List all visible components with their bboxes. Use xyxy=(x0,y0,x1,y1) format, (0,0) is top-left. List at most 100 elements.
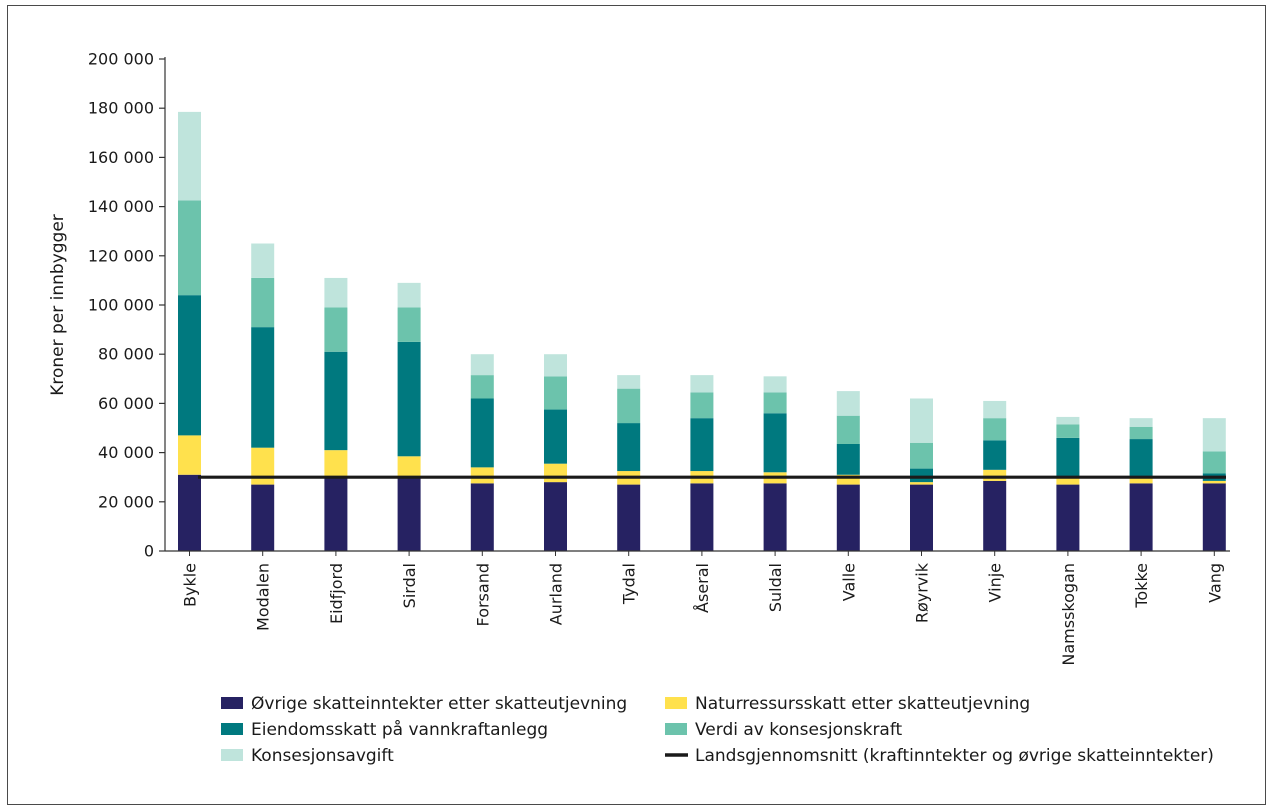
bar-segment-1 xyxy=(836,474,860,485)
bar-stack-Suldal xyxy=(763,376,787,551)
bar-stack-Vinje xyxy=(983,400,1007,551)
legend-swatch xyxy=(665,723,687,735)
bar-segment-2 xyxy=(836,443,860,475)
bar-stack-Sirdal xyxy=(397,282,421,551)
legend-item-line: Landsgjennomsnitt (kraftinntekter og øvr… xyxy=(665,746,1214,766)
bar-stack-Aurland xyxy=(544,354,567,551)
bar-segment-4 xyxy=(763,376,787,393)
bar-segment-0 xyxy=(397,475,421,551)
bar-segment-1 xyxy=(1202,480,1226,484)
bar-segment-3 xyxy=(470,375,494,399)
bar-segment-4 xyxy=(690,375,714,393)
legend-item-3: Verdi av konsesjonskraft xyxy=(665,720,903,740)
legend-swatch xyxy=(221,723,243,735)
legend-label: Konsesjonsavgift xyxy=(251,746,394,766)
bar-segment-3 xyxy=(690,392,714,419)
bar-segment-0 xyxy=(544,482,567,551)
bar-segment-2 xyxy=(983,440,1007,470)
bar-segment-2 xyxy=(763,413,787,473)
bar-segment-0 xyxy=(1056,484,1080,551)
x-tick-label: Bykle xyxy=(181,563,200,607)
legend-item-2: Eiendomsskatt på vannkraftanlegg xyxy=(221,719,548,740)
bar-segment-4 xyxy=(910,398,933,443)
bar-segment-4 xyxy=(251,243,275,278)
bar-segment-4 xyxy=(836,391,860,416)
legend-label: Øvrige skatteinntekter etter skatteutjev… xyxy=(251,694,627,714)
y-tick-label: 60 000 xyxy=(98,394,154,413)
y-tick-label: 200 000 xyxy=(88,50,154,69)
bar-segment-0 xyxy=(470,483,494,551)
bar-stack-Røyrvik xyxy=(910,398,933,551)
bar-segment-3 xyxy=(397,307,421,342)
bar-segment-1 xyxy=(178,435,201,475)
bar-stack-Valle xyxy=(836,391,860,551)
bar-segment-0 xyxy=(690,483,714,551)
y-tick-label: 180 000 xyxy=(88,99,154,118)
bar-segment-2 xyxy=(397,341,421,457)
y-tick-label: 0 xyxy=(144,542,154,561)
bar-segment-3 xyxy=(251,277,275,328)
bar-segment-3 xyxy=(983,418,1007,441)
y-tick-label: 120 000 xyxy=(88,246,154,265)
bar-segment-3 xyxy=(1202,451,1226,474)
bar-segment-3 xyxy=(763,392,787,414)
bar-segment-3 xyxy=(1056,424,1080,438)
y-tick-label: 40 000 xyxy=(98,443,154,462)
bar-segment-0 xyxy=(1129,483,1153,551)
bar-stack-Vang xyxy=(1202,418,1226,551)
bar-stack-Forsand xyxy=(470,354,494,551)
x-tick-label: Åseral xyxy=(693,563,712,613)
bar-stack-Tydal xyxy=(617,375,641,551)
y-tick-label: 20 000 xyxy=(98,492,154,511)
bar-segment-0 xyxy=(763,483,787,551)
bar-segment-1 xyxy=(983,469,1007,481)
bar-segment-4 xyxy=(397,282,421,308)
bar-segment-4 xyxy=(617,375,641,389)
bar-stack-Eidfjord xyxy=(324,277,348,551)
bar-segment-2 xyxy=(178,295,201,436)
legend: Øvrige skatteinntekter etter skatteutjev… xyxy=(221,694,1214,766)
bar-segment-1 xyxy=(544,463,567,483)
x-tick-label: Vang xyxy=(1205,563,1224,603)
legend-swatch xyxy=(665,697,687,709)
bar-segment-1 xyxy=(470,467,494,484)
bar-stack-Bykle xyxy=(178,111,201,551)
y-axis-label: Kroner per innbygger xyxy=(48,214,68,396)
bar-segment-2 xyxy=(470,398,494,468)
legend-label: Eiendomsskatt på vannkraftanlegg xyxy=(251,719,548,740)
legend-label: Landsgjennomsnitt (kraftinntekter og øvr… xyxy=(695,746,1214,766)
bar-segment-1 xyxy=(251,447,275,485)
y-tick-label: 80 000 xyxy=(98,345,154,364)
bar-segment-1 xyxy=(910,482,933,485)
legend-swatch xyxy=(221,697,243,709)
x-tick-label: Røyrvik xyxy=(913,562,932,623)
x-tick-label: Suldal xyxy=(766,563,785,612)
bars xyxy=(178,111,1226,551)
bar-segment-2 xyxy=(324,351,348,451)
x-axis: Bykle Modalen Eidfjord Sirdal Forsand Aurland… xyxy=(165,550,1230,666)
bar-segment-4 xyxy=(983,400,1007,419)
bar-segment-2 xyxy=(544,409,567,464)
y-tick-label: 140 000 xyxy=(88,197,154,216)
legend-label: Verdi av konsesjonskraft xyxy=(695,720,903,740)
x-tick-label: Valle xyxy=(839,563,858,601)
bar-segment-1 xyxy=(397,456,421,476)
x-tick-label: Tydal xyxy=(620,563,639,605)
x-tick-label: Forsand xyxy=(473,563,492,626)
bar-segment-4 xyxy=(324,277,348,308)
bar-stack-Modalen xyxy=(251,243,275,551)
bar-segment-3 xyxy=(324,307,348,352)
bar-segment-0 xyxy=(251,484,275,551)
bar-segment-4 xyxy=(1202,418,1226,452)
bar-segment-3 xyxy=(617,388,641,424)
legend-item-1: Naturressursskatt etter skatteutjevning xyxy=(665,694,1030,714)
x-tick-label: Aurland xyxy=(547,563,566,625)
bar-segment-0 xyxy=(836,484,860,551)
bar-segment-0 xyxy=(1202,483,1226,551)
bar-segment-0 xyxy=(617,484,641,551)
bar-segment-0 xyxy=(910,484,933,551)
bar-segment-3 xyxy=(544,376,567,410)
bar-segment-1 xyxy=(324,450,348,478)
bar-segment-2 xyxy=(1129,439,1153,476)
